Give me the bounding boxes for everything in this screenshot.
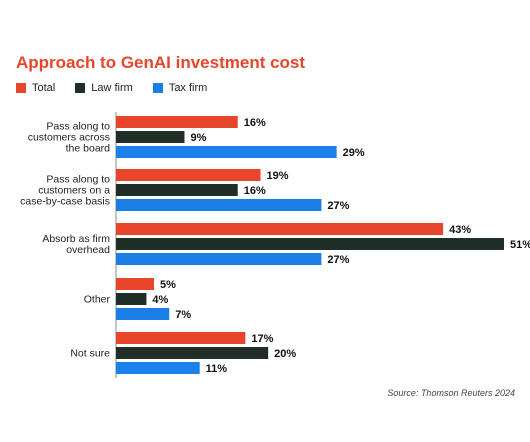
category-label: case-by-case basis	[20, 196, 110, 208]
legend-swatch-tax-firm	[152, 83, 163, 93]
data-label: 27%	[327, 200, 349, 212]
legend-swatch-law-firm	[75, 83, 86, 93]
legend-label-tax-firm: Tax firm	[168, 82, 208, 94]
bar-law-firm	[116, 184, 238, 196]
category-label: Pass along to	[46, 174, 110, 186]
data-label: 5%	[160, 279, 176, 291]
data-label: 11%	[206, 363, 228, 375]
legend-label-law-firm: Law firm	[91, 82, 133, 94]
category-label: overhead	[66, 244, 110, 256]
legend-item-law-firm: Law firm	[75, 82, 133, 94]
category-label: customers on a	[38, 185, 110, 197]
data-label: 27%	[327, 254, 349, 266]
data-label: 19%	[267, 170, 289, 182]
legend: Total Law firm Tax firm	[16, 82, 227, 94]
bar-tax-firm	[116, 146, 337, 158]
category-label: customers across	[28, 132, 110, 144]
data-label: 9%	[190, 132, 206, 144]
bar-tax-firm	[116, 199, 322, 211]
bar-total	[116, 223, 444, 235]
bar-tax-firm	[116, 362, 200, 374]
bar-total	[116, 278, 155, 290]
data-label: 16%	[244, 185, 266, 197]
data-label: 17%	[251, 333, 273, 345]
legend-item-total: Total	[16, 82, 55, 94]
source-note: Source: Thomson Reuters 2024	[387, 388, 515, 398]
data-label: 51%	[510, 239, 530, 251]
bar-total	[116, 116, 238, 128]
data-label: 7%	[175, 309, 191, 321]
legend-swatch-total	[16, 83, 26, 93]
bar-law-firm	[116, 131, 185, 143]
data-label: 20%	[274, 348, 296, 360]
category-label: the board	[66, 143, 111, 155]
bar-tax-firm	[116, 253, 322, 265]
bar-total	[116, 169, 261, 181]
category-label: Other	[84, 294, 111, 306]
bar-law-firm	[116, 293, 147, 305]
category-label: Absorb as firm	[42, 233, 110, 245]
data-label: 29%	[343, 147, 365, 159]
bar-total	[116, 332, 246, 344]
bar-tax-firm	[116, 308, 170, 320]
data-label: 16%	[244, 117, 266, 129]
bar-law-firm	[116, 238, 504, 250]
bar-law-firm	[116, 347, 269, 359]
legend-item-tax-firm: Tax firm	[152, 82, 208, 94]
legend-label-total: Total	[32, 82, 56, 94]
chart-title: Approach to GenAI investment cost	[16, 53, 306, 72]
data-label: 4%	[152, 294, 168, 306]
data-label: 43%	[449, 224, 471, 236]
category-label: Not sure	[70, 348, 110, 360]
category-label: Pass along to	[46, 121, 110, 133]
